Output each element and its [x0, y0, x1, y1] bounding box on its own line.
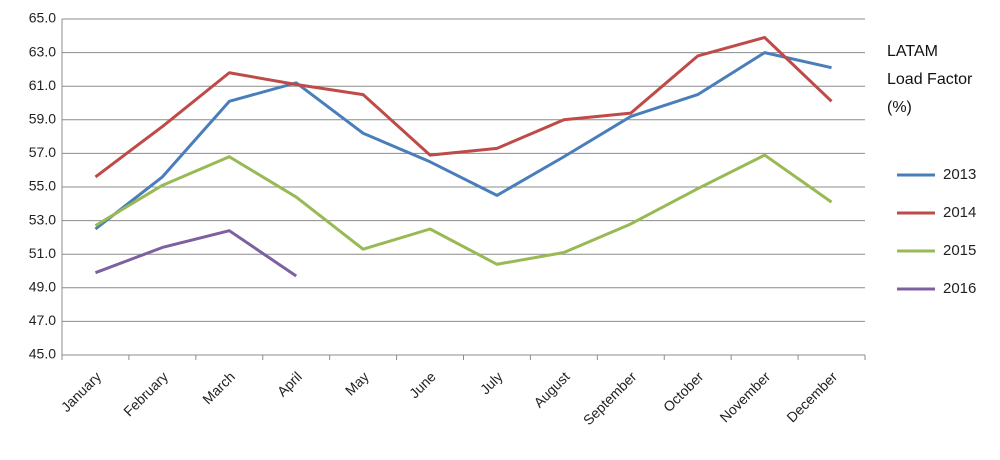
y-tick-label: 51.0 — [29, 245, 56, 261]
legend-label: 2014 — [943, 204, 976, 221]
x-tick-label: May — [342, 368, 372, 398]
chart-title: LATAM Load Factor (%) — [887, 43, 973, 116]
series-line — [94, 35, 833, 179]
y-tick-label: 65.0 — [29, 10, 56, 26]
x-tick-label: August — [530, 368, 572, 410]
legend-label: 2013 — [943, 166, 976, 183]
y-tick-label: 47.0 — [29, 312, 56, 328]
series-line — [94, 153, 833, 266]
y-tick-label: 45.0 — [29, 346, 56, 362]
y-tick-label: 63.0 — [29, 43, 56, 59]
y-tick-label: 49.0 — [29, 279, 56, 295]
x-tick-label: April — [274, 368, 305, 399]
x-tick-label: January — [58, 368, 105, 415]
y-tick-label: 57.0 — [29, 144, 56, 160]
x-tick-label: March — [199, 368, 238, 407]
y-tick-label: 55.0 — [29, 178, 56, 194]
x-tick-label: November — [716, 368, 773, 425]
legend-label: 2016 — [943, 280, 976, 297]
series-line — [94, 51, 832, 231]
legend-label: 2015 — [943, 242, 976, 259]
y-tick-label: 53.0 — [29, 211, 56, 227]
x-tick-label: September — [580, 368, 640, 428]
x-tick-label: February — [120, 368, 171, 419]
x-tick-label: October — [660, 368, 707, 415]
x-tick-label: July — [477, 368, 506, 397]
x-tick-label: June — [406, 368, 439, 401]
x-tick-label: December — [783, 368, 840, 425]
series-line — [94, 229, 298, 278]
y-tick-label: 59.0 — [29, 111, 56, 127]
y-tick-label: 61.0 — [29, 77, 56, 93]
